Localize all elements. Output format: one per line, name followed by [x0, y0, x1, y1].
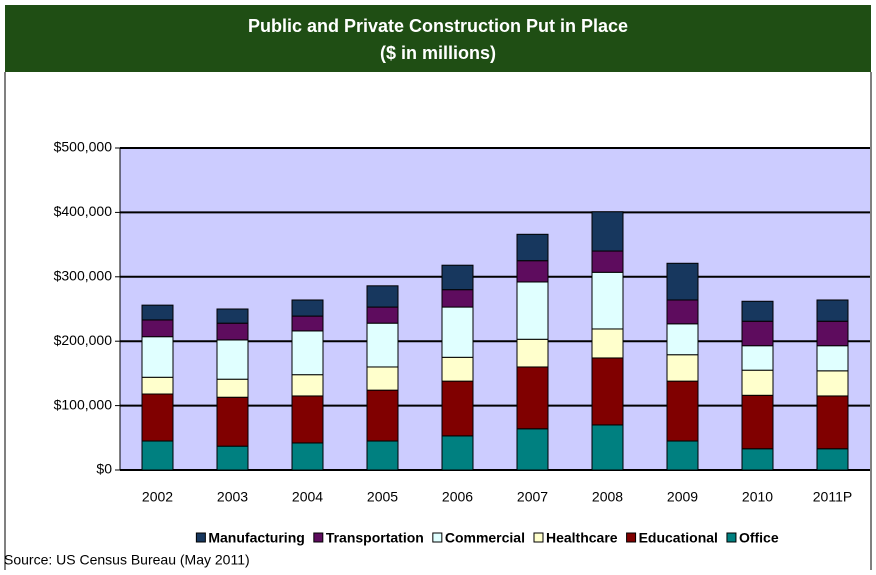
bar-segment	[216, 322, 249, 341]
y-tick-label: $400,000	[54, 203, 113, 219]
bar-segment	[441, 435, 474, 471]
bar-segment	[141, 336, 174, 378]
bar-segment	[816, 448, 849, 471]
legend-label: Commercial	[445, 530, 525, 546]
bar-segment	[516, 233, 549, 262]
source-note: Source: US Census Bureau (May 2011)	[4, 552, 250, 568]
bar-segment	[366, 366, 399, 391]
x-tick-label: 2003	[217, 489, 248, 505]
x-tick-label: 2004	[292, 489, 323, 505]
legend-swatch	[533, 532, 544, 543]
bar-segment	[816, 345, 849, 372]
legend-swatch	[313, 532, 324, 543]
bar-segment	[666, 440, 699, 471]
legend-swatch	[726, 532, 737, 543]
bar-segment	[366, 306, 399, 324]
bar-segment	[441, 380, 474, 437]
bar-segment	[666, 262, 699, 301]
bar-segment	[666, 354, 699, 382]
bar-segment	[291, 315, 324, 332]
bar-segment	[591, 328, 624, 359]
bar-segment	[291, 374, 324, 397]
x-tick-label: 2008	[592, 489, 623, 505]
x-tick-label: 2006	[442, 489, 473, 505]
chart-subtitle: ($ in millions)	[380, 43, 496, 63]
bar-segment	[741, 320, 774, 347]
bar-segment	[216, 378, 249, 398]
legend-label: Manufacturing	[208, 530, 304, 546]
bar-segment	[741, 345, 774, 371]
legend-label: Transportation	[326, 530, 424, 546]
bar-segment	[816, 370, 849, 397]
y-tick-label: $500,000	[54, 139, 113, 155]
y-tick-label: $0	[96, 461, 112, 477]
legend-label: Office	[739, 530, 779, 546]
bar-segment	[141, 393, 174, 442]
legend-swatch	[626, 532, 637, 543]
bar-segment	[441, 264, 474, 291]
x-tick-label: 2009	[667, 489, 698, 505]
bar-segment	[291, 395, 324, 444]
x-tick-label: 2005	[367, 489, 398, 505]
x-tick-label: 2007	[517, 489, 548, 505]
bar-segment	[591, 424, 624, 471]
x-tick-label: 2011P	[813, 489, 852, 505]
bar-segment	[291, 299, 324, 317]
bar-segment	[591, 250, 624, 273]
bar-segment	[591, 357, 624, 426]
bar-segment	[591, 211, 624, 252]
title-banner	[5, 5, 871, 72]
bar-segment	[591, 271, 624, 330]
bar-segment	[741, 369, 774, 396]
bar-segment	[441, 356, 474, 382]
bar-segment	[366, 440, 399, 471]
bar-segment	[741, 448, 774, 471]
bar-segment	[666, 380, 699, 442]
bar-segment	[741, 394, 774, 450]
bar-segment	[291, 330, 324, 376]
bar-segment	[666, 323, 699, 356]
bar-segment	[741, 300, 774, 322]
chart-title: Public and Private Construction Put in P…	[248, 16, 628, 36]
bar-segment	[516, 366, 549, 430]
bar-segment	[291, 442, 324, 471]
bar-segment	[216, 308, 249, 324]
legend-swatch	[432, 532, 443, 543]
x-tick-label: 2002	[142, 489, 173, 505]
bar-segment	[516, 260, 549, 283]
bar-segment	[516, 281, 549, 340]
bar-segment	[216, 396, 249, 447]
legend-swatch	[195, 532, 206, 543]
bar-segment	[366, 285, 399, 308]
bar-segment	[216, 445, 249, 471]
bar-segment	[366, 322, 399, 368]
bar-segment	[666, 299, 699, 325]
bar-segment	[216, 339, 249, 380]
y-tick-label: $300,000	[54, 268, 113, 284]
legend-label: Healthcare	[546, 530, 618, 546]
bar-segment	[516, 338, 549, 368]
bar-segment	[816, 395, 849, 450]
bar-segment	[816, 320, 849, 347]
bar-segment	[516, 428, 549, 471]
bar-segment	[141, 319, 174, 338]
y-tick-label: $200,000	[54, 332, 113, 348]
bar-segment	[441, 306, 474, 358]
bar-segment	[441, 289, 474, 308]
bar-segment	[141, 304, 174, 321]
bar-segment	[141, 440, 174, 471]
bar-segment	[141, 376, 174, 395]
x-tick-label: 2010	[742, 489, 773, 505]
bar-segment	[816, 299, 849, 322]
legend-label: Educational	[639, 530, 718, 546]
bar-segment	[366, 389, 399, 442]
y-tick-label: $100,000	[54, 396, 113, 412]
